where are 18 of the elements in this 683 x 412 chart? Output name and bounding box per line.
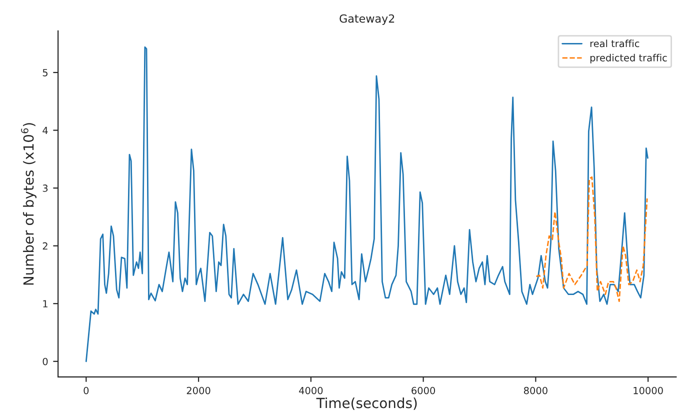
x-tick-label: 0 xyxy=(84,386,89,394)
y-tick-label: 4 xyxy=(42,126,48,134)
y-tick-label: 3 xyxy=(42,184,48,192)
x-tick-label: 6000 xyxy=(412,386,436,394)
x-tick-label: 10000 xyxy=(634,386,663,394)
x-tick-label: 2000 xyxy=(186,386,210,394)
legend-label: real traffic xyxy=(590,40,640,48)
y-tick-label: 1 xyxy=(43,300,48,308)
legend-label: predicted traffic xyxy=(590,54,667,64)
y-tick-label: 5 xyxy=(42,69,48,76)
chart-title: Gateway2 xyxy=(340,14,394,25)
line-series xyxy=(536,176,648,302)
y-tick-label: 2 xyxy=(42,242,48,250)
x-tick-label: 8000 xyxy=(524,386,548,394)
x-tick-label: 4000 xyxy=(299,386,323,394)
x-axis-title: Time(seconds) xyxy=(316,398,417,410)
y-axis-title: Number of bytes (x10$^{6}$) xyxy=(21,123,36,285)
y-tick-label: 0 xyxy=(42,358,48,366)
